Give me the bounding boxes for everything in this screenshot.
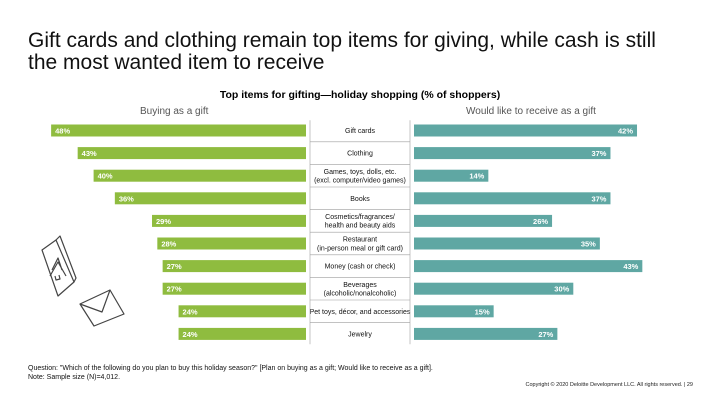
category-label: Cosmetics/fragrances/ — [325, 214, 395, 221]
receive-value-label: 43% — [623, 262, 638, 271]
footnote-sample-size: Note: Sample size (N)=4,012. — [28, 374, 121, 381]
buying-value-label: 40% — [98, 172, 113, 181]
category-label: Money (cash or check) — [325, 264, 396, 271]
greeting-card-and-envelope-illustration — [41, 235, 125, 327]
copyright: Copyright © 2020 Deloitte Development LL… — [525, 382, 693, 388]
category-label: health and beauty aids — [325, 223, 396, 230]
receive-bar — [414, 147, 611, 160]
buying-bar — [114, 192, 306, 205]
category-label: (alcoholic/nonalcoholic) — [324, 291, 397, 298]
buying-bar — [93, 169, 306, 182]
buying-value-label: 24% — [183, 307, 198, 316]
receive-value-label: 27% — [538, 330, 553, 339]
receive-value-label: 30% — [554, 285, 569, 294]
category-label: Clothing — [347, 151, 373, 158]
buying-value-label: 27% — [167, 285, 182, 294]
buying-value-label: 29% — [156, 217, 171, 226]
buying-bar — [157, 237, 306, 250]
receive-bar — [414, 124, 638, 137]
category-label: Restaurant — [343, 237, 377, 244]
category-label: Jewelry — [348, 331, 372, 338]
receive-bar — [414, 327, 558, 340]
buying-bar — [178, 327, 306, 340]
buying-value-label: 43% — [82, 149, 97, 158]
receive-value-label: 37% — [591, 149, 606, 158]
buying-bar — [162, 260, 306, 273]
chart-title: Top items for gifting—holiday shopping (… — [219, 89, 501, 101]
receive-value-label: 26% — [533, 217, 548, 226]
footnote: Question: "Which of the following do you… — [28, 364, 433, 382]
receive-bar — [414, 169, 489, 182]
title-line-1: Gift cards and clothing remain top items… — [28, 29, 656, 52]
receive-bar — [414, 282, 574, 295]
receive-value-label: 37% — [591, 194, 606, 203]
receive-bar — [414, 305, 494, 318]
buying-bar — [51, 124, 307, 137]
receive-value-label: 35% — [581, 240, 596, 249]
buying-value-label: 28% — [161, 240, 176, 249]
footnote-question: Question: "Which of the following do you… — [28, 365, 433, 372]
receive-value-label: 42% — [618, 127, 633, 136]
buying-value-label: 27% — [167, 262, 182, 271]
buying-bar — [77, 147, 306, 160]
buying-series-label: Buying as a gift — [140, 106, 209, 117]
receive-bar — [414, 214, 553, 227]
category-label: Games, toys, dolls, etc. — [324, 169, 397, 176]
category-label: Gift cards — [345, 128, 375, 135]
receive-value-label: 14% — [469, 172, 484, 181]
category-label: Beverages — [343, 282, 377, 289]
buying-bar — [152, 214, 306, 227]
category-label: (in-person meal or gift card) — [317, 245, 403, 252]
category-label: Books — [350, 196, 370, 203]
category-label: Pet toys, décor, and accessories — [310, 309, 411, 316]
receive-value-label: 15% — [475, 307, 490, 316]
receive-bar — [414, 260, 643, 273]
receive-series-label: Would like to receive as a gift — [466, 106, 596, 117]
title-line-2: the most wanted item to receive — [28, 51, 325, 74]
buying-value-label: 48% — [55, 127, 70, 136]
buying-value-label: 24% — [183, 330, 198, 339]
page-title: Gift cards and clothing remain top items… — [28, 30, 708, 74]
receive-bar — [414, 237, 600, 250]
buying-bar — [178, 305, 306, 318]
receive-bar — [414, 192, 611, 205]
category-label: (excl. computer/video games) — [314, 178, 406, 185]
buying-bar — [162, 282, 306, 295]
buying-value-label: 36% — [119, 194, 134, 203]
